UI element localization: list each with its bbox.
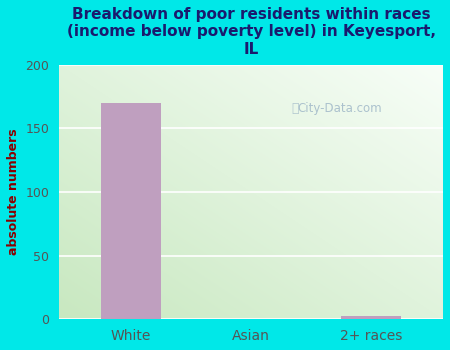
Bar — [341, 315, 401, 319]
Bar — [101, 103, 161, 319]
Text: ⓘ: ⓘ — [292, 102, 299, 114]
Text: City-Data.com: City-Data.com — [297, 102, 382, 114]
Title: Breakdown of poor residents within races
(income below poverty level) in Keyespo: Breakdown of poor residents within races… — [67, 7, 436, 57]
Y-axis label: absolute numbers: absolute numbers — [7, 129, 20, 256]
